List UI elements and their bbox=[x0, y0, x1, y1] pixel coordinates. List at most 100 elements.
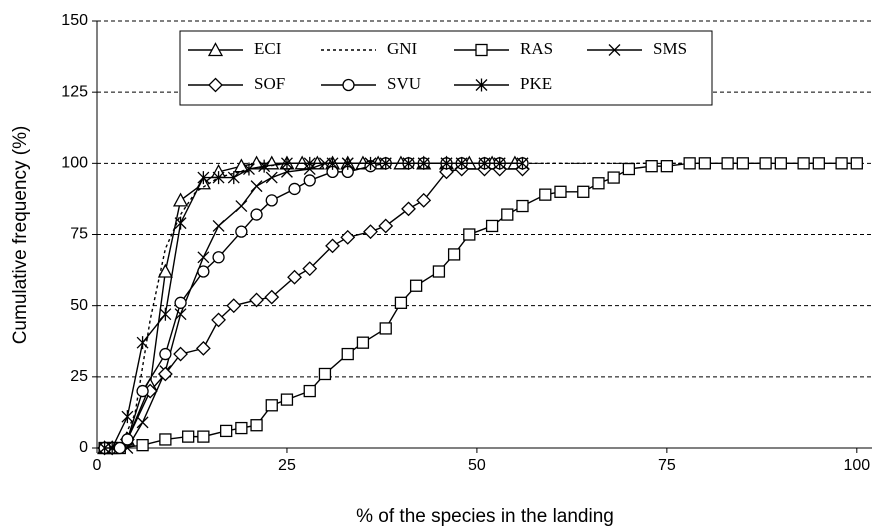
marker bbox=[660, 160, 674, 173]
marker bbox=[364, 156, 377, 170]
marker bbox=[227, 171, 240, 185]
legend-box bbox=[179, 30, 713, 106]
marker bbox=[850, 157, 863, 170]
marker bbox=[439, 164, 454, 180]
y-tick-label: 0 bbox=[79, 439, 88, 456]
marker bbox=[211, 312, 226, 328]
marker bbox=[173, 346, 188, 362]
y-axis-label: Cumulative frequency (%) bbox=[10, 126, 31, 345]
marker bbox=[455, 156, 468, 170]
marker bbox=[356, 336, 370, 349]
marker bbox=[463, 228, 476, 241]
legend-marker bbox=[207, 42, 224, 57]
marker bbox=[280, 156, 293, 170]
marker bbox=[197, 265, 210, 278]
x-tick-label: 0 bbox=[93, 457, 102, 474]
marker bbox=[250, 180, 263, 193]
marker bbox=[174, 296, 187, 309]
marker bbox=[243, 162, 255, 176]
marker bbox=[340, 229, 356, 245]
marker bbox=[835, 157, 848, 170]
marker bbox=[280, 165, 293, 178]
marker bbox=[235, 200, 248, 212]
marker bbox=[325, 238, 340, 254]
marker bbox=[250, 419, 263, 432]
marker bbox=[303, 156, 316, 170]
marker bbox=[797, 157, 810, 170]
marker bbox=[592, 177, 605, 190]
marker bbox=[698, 157, 711, 170]
marker bbox=[501, 208, 514, 221]
marker bbox=[106, 441, 119, 455]
marker bbox=[280, 393, 294, 406]
marker bbox=[326, 156, 339, 170]
legend-marker bbox=[475, 78, 488, 92]
marker bbox=[539, 188, 552, 201]
marker bbox=[417, 156, 430, 170]
marker bbox=[157, 366, 173, 382]
marker bbox=[197, 251, 210, 264]
marker bbox=[493, 156, 506, 170]
legend-label: PKE bbox=[520, 74, 552, 93]
marker bbox=[440, 156, 453, 170]
marker bbox=[159, 347, 172, 361]
marker bbox=[394, 296, 408, 309]
marker bbox=[683, 157, 696, 170]
marker bbox=[248, 155, 265, 170]
marker bbox=[812, 157, 825, 170]
y-tick-label: 150 bbox=[61, 12, 88, 29]
marker bbox=[736, 157, 749, 170]
legend: ECI GNI RAS SMS SOF SVU PKE bbox=[179, 30, 713, 106]
marker bbox=[302, 261, 318, 277]
marker bbox=[174, 308, 187, 321]
marker bbox=[159, 307, 172, 321]
marker bbox=[478, 156, 491, 170]
marker bbox=[485, 219, 499, 233]
y-tick-label: 100 bbox=[61, 155, 88, 172]
x-axis-label: % of the species in the landing bbox=[356, 506, 614, 527]
marker bbox=[264, 289, 280, 305]
series-line bbox=[104, 168, 523, 449]
marker bbox=[136, 416, 149, 429]
marker bbox=[721, 157, 734, 170]
marker bbox=[447, 248, 461, 261]
marker bbox=[303, 384, 316, 398]
marker bbox=[288, 182, 301, 196]
marker bbox=[622, 162, 636, 176]
marker bbox=[645, 160, 658, 173]
marker bbox=[258, 159, 271, 173]
marker bbox=[432, 265, 446, 278]
marker bbox=[265, 399, 278, 412]
marker bbox=[363, 224, 378, 240]
marker bbox=[121, 410, 134, 424]
marker bbox=[577, 185, 590, 198]
marker bbox=[265, 194, 278, 207]
marker bbox=[113, 441, 126, 455]
marker bbox=[554, 185, 567, 198]
marker bbox=[379, 322, 392, 335]
marker bbox=[379, 156, 392, 170]
x-tick-label: 75 bbox=[658, 457, 676, 474]
legend-marker bbox=[608, 44, 621, 56]
marker bbox=[341, 347, 354, 361]
marker bbox=[235, 421, 248, 435]
marker bbox=[318, 367, 332, 381]
marker bbox=[174, 216, 187, 230]
legend-label: RAS bbox=[520, 39, 553, 58]
x-tick-label: 100 bbox=[843, 457, 870, 474]
marker bbox=[303, 174, 316, 187]
legend-label: ECI bbox=[254, 39, 282, 58]
marker bbox=[157, 263, 173, 278]
marker bbox=[287, 269, 302, 285]
marker bbox=[516, 156, 529, 170]
marker bbox=[226, 298, 242, 314]
marker bbox=[774, 157, 787, 170]
marker bbox=[401, 201, 416, 217]
marker bbox=[220, 424, 233, 438]
marker bbox=[212, 171, 225, 185]
y-tick-label: 125 bbox=[61, 83, 88, 100]
marker bbox=[182, 430, 195, 443]
legend-label: SVU bbox=[387, 74, 421, 93]
marker bbox=[233, 158, 249, 173]
